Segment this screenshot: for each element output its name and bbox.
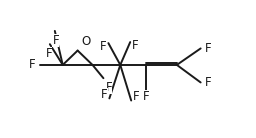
Text: F: F — [52, 34, 59, 47]
Text: F: F — [105, 81, 112, 94]
Text: F: F — [143, 90, 150, 103]
Text: F: F — [205, 42, 212, 55]
Text: F: F — [101, 88, 108, 101]
Text: F: F — [132, 39, 138, 52]
Text: F: F — [100, 40, 107, 53]
Text: F: F — [133, 91, 140, 104]
Text: O: O — [81, 35, 90, 48]
Text: F: F — [29, 58, 36, 71]
Text: F: F — [205, 76, 212, 89]
Text: F: F — [46, 47, 52, 60]
